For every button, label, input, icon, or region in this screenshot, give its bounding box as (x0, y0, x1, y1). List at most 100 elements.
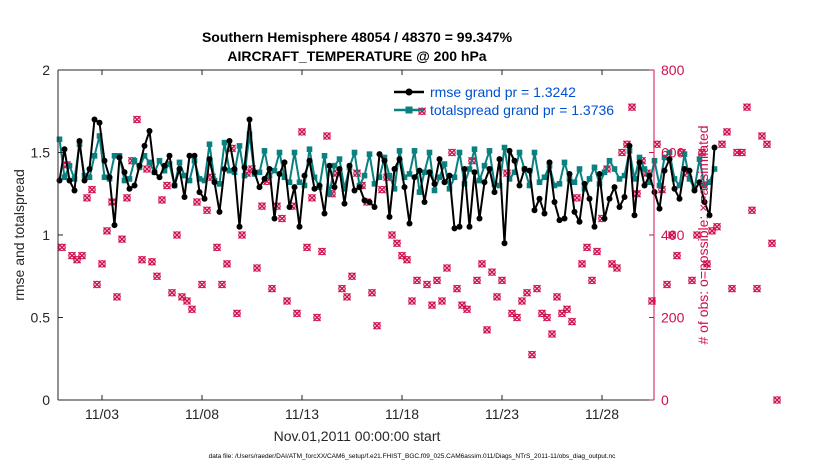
obs-point (513, 313, 521, 322)
obs-possible-marker (413, 276, 421, 285)
rmse-point (201, 195, 208, 202)
obs-point (283, 297, 291, 305)
totalspread-point (526, 182, 533, 189)
obs-possible-marker (103, 227, 111, 235)
x-tick-label: 11/03 (85, 406, 119, 422)
obs-assimilated-marker (408, 297, 416, 305)
totalspread-point (681, 151, 688, 157)
obs-possible-marker (573, 194, 581, 202)
obs-point (713, 222, 721, 231)
obs-possible-marker (723, 128, 731, 136)
obs-possible-marker (378, 185, 386, 194)
rmse-point (176, 166, 183, 172)
obs-point (233, 309, 241, 318)
obs-point (613, 264, 621, 272)
obs-possible-marker (668, 231, 676, 239)
rmse-point (481, 179, 488, 186)
obs-point (768, 239, 776, 248)
totalspread-point (276, 149, 283, 156)
obs-possible-marker (508, 309, 516, 318)
obs-possible-marker (628, 103, 636, 111)
obs-possible-marker (588, 276, 596, 285)
legend-rmse-marker (405, 88, 413, 96)
obs-point (748, 206, 756, 215)
totalspread-point (286, 179, 293, 185)
rmse-point (586, 195, 593, 202)
rmse-point (161, 162, 168, 169)
obs-point (543, 313, 551, 322)
totalspread-point (416, 189, 423, 195)
obs-assimilated-marker (278, 214, 286, 223)
obs-point (458, 301, 466, 310)
obs-assimilated-marker (238, 231, 246, 239)
totalspread-point (476, 177, 483, 184)
totalspread-point (646, 179, 653, 185)
rmse-point (226, 137, 233, 144)
obs-point (528, 350, 536, 359)
obs-possible-marker (83, 194, 91, 202)
obs-assimilated-marker (153, 272, 161, 281)
x-tick-label: 11/28 (585, 406, 619, 422)
obs-possible-marker (408, 297, 416, 305)
data-file-footnote: data file: /Users/raeder/DAI/ATM_forcXX/… (209, 453, 617, 460)
obs-possible-marker (178, 293, 186, 301)
obs-possible-marker (448, 148, 456, 157)
rmse-point (196, 189, 203, 196)
obs-point (393, 239, 401, 248)
rmse-point (636, 159, 643, 166)
rmse-point (66, 177, 73, 184)
rmse-point (231, 166, 238, 172)
obs-assimilated-marker (693, 231, 701, 239)
rmse-point (401, 184, 408, 191)
rmse-point (426, 169, 433, 176)
obs-point (568, 317, 576, 326)
obs-assimilated-marker (348, 272, 356, 281)
obs-assimilated-marker (368, 288, 376, 297)
totalspread-point (236, 143, 243, 149)
rmse-point (316, 182, 323, 189)
rmse-point (116, 154, 123, 161)
obs-assimilated-marker (308, 193, 316, 202)
obs-point (618, 148, 626, 157)
obs-assimilated-marker (668, 231, 676, 239)
obs-point (138, 255, 146, 264)
totalspread-point (641, 166, 648, 172)
rmse-point (241, 164, 248, 171)
obs-possible-marker (433, 276, 441, 285)
obs-possible-marker (613, 264, 621, 272)
obs-assimilated-marker (268, 284, 276, 293)
rmse-point (126, 185, 133, 192)
rmse-point (81, 177, 88, 184)
obs-assimilated-marker (118, 235, 126, 244)
rmse-point (706, 212, 713, 219)
rmse-point (211, 179, 218, 186)
rmse-point (106, 174, 113, 181)
totalspread-point (436, 174, 443, 181)
obs-assimilated-marker (293, 309, 301, 318)
rmse-point (471, 169, 478, 176)
obs-possible-marker (423, 280, 431, 289)
obs-point (563, 305, 571, 314)
obs-assimilated-marker (433, 276, 441, 285)
rmse-point (486, 166, 493, 172)
totalspread-point (216, 181, 223, 187)
obs-point (348, 272, 356, 281)
obs-point (58, 243, 66, 252)
rmse-point (581, 180, 588, 187)
totalspread-point (361, 172, 368, 179)
obs-possible-marker (143, 165, 151, 173)
obs-point (548, 330, 556, 338)
totalspread-point (711, 166, 718, 172)
obs-assimilated-marker (483, 325, 491, 334)
totalspread-point (461, 181, 468, 187)
totalspread-point (166, 161, 173, 167)
obs-point (118, 235, 126, 244)
obs-possible-marker (323, 132, 331, 140)
obs-point (373, 321, 381, 330)
obs-point (578, 259, 586, 268)
legend-rmse-label: rmse grand pr = 1.3242 (430, 84, 576, 100)
totalspread-point (111, 153, 118, 159)
totalspread-point (161, 167, 168, 174)
totalspread-point (576, 166, 583, 172)
obs-possible-marker (338, 284, 346, 293)
